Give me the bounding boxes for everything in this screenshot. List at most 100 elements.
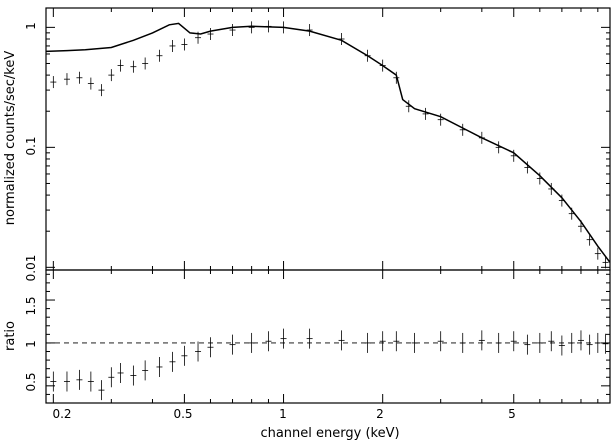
ratio-data-point [459,332,466,353]
top-data-point [63,73,70,86]
top-data-point [229,24,236,37]
top-data-point [195,31,202,44]
bottom-y-tick-label-1.5: 1.5 [24,296,38,315]
top-data-point [280,21,287,34]
top-data-point [248,21,255,34]
ratio-data-point [280,328,287,349]
top-data-point [76,71,83,84]
ratio-data-point [181,345,188,366]
ratio-data-point [558,335,565,356]
top-data-point [459,123,466,136]
top-y-axis-label: normalized counts/sec/keV [3,51,18,226]
top-data-point [437,113,444,126]
ratio-data-point [169,351,176,372]
top-y-tick-label-0.1: 0.1 [24,136,38,155]
top-data-point [156,49,163,62]
x-tick-label-5: 5 [508,407,516,421]
ratio-data-point [536,332,543,353]
ratio-data-point [98,380,105,401]
model-line [45,22,611,263]
bottom-y-axis-label: ratio [3,321,18,351]
top-data-point [117,59,124,72]
top-data-point [568,207,575,220]
ratio-data-point [156,356,163,377]
top-data-point [594,247,601,260]
bottom-plot-frame [45,269,611,404]
top-data-point [338,32,345,45]
bottom-panel: ratio 0.5 1 1.5 0.2 0.5 1 2 5 channel en… [3,269,611,441]
top-data-point [87,77,94,90]
top-data-point [181,38,188,51]
ratio-data-point [594,332,601,353]
top-data-point [602,256,609,269]
ratio-data-point [195,341,202,362]
top-y-tick-label-0.01: 0.01 [24,255,38,282]
ratio-data-point [87,371,94,392]
bottom-y-tick-label-1: 1 [24,340,38,348]
ratio-data-point [248,332,255,353]
ratio-data-point [411,332,418,353]
top-data-point [364,49,371,62]
ratio-data-point [602,333,609,354]
top-data-point [207,28,214,41]
top-data-point [558,194,565,207]
top-data-point [510,149,517,162]
x-tick-label-2: 2 [376,407,384,421]
top-data-point [577,220,584,233]
ratio-data-point [364,332,371,353]
ratio-data-point [229,334,236,355]
bottom-data-points [50,328,609,401]
top-data-point [536,172,543,185]
ratio-data-point [568,332,575,353]
top-y-tick-label-1: 1 [24,22,38,30]
ratio-data-point [393,331,400,352]
ratio-data-point [76,369,83,390]
top-data-point [169,39,176,52]
top-data-point [108,69,115,82]
top-axis-ticks [46,8,610,270]
ratio-data-point [586,334,593,355]
top-data-point [548,182,555,195]
ratio-data-point [548,331,555,352]
top-data-point [405,100,412,113]
ratio-data-point [524,334,531,355]
top-data-point [495,141,502,154]
ratio-data-point [142,360,149,381]
top-data-point [586,233,593,246]
ratio-data-point [379,331,386,352]
ratio-data-point [265,331,272,352]
ratio-data-point [306,328,313,349]
x-tick-label-0.5: 0.5 [173,407,192,421]
top-data-point [98,84,105,97]
top-data-point [524,161,531,174]
top-data-point [142,57,149,70]
top-data-point [50,76,57,89]
ratio-data-point [63,371,70,392]
top-data-point [130,60,137,73]
top-data-point [422,107,429,120]
ratio-data-point [510,331,517,352]
ratio-data-point [117,362,124,383]
x-tick-label-0.2: 0.2 [52,407,71,421]
ratio-data-point [50,371,57,392]
top-data-point [306,24,313,37]
top-data-point [478,131,485,144]
ratio-data-point [478,330,485,351]
top-data-point [265,20,272,33]
top-data-point [379,59,386,72]
ratio-data-point [495,332,502,353]
bottom-y-tick-label-0.5: 0.5 [24,372,38,391]
ratio-data-point [130,365,137,386]
ratio-data-point [338,330,345,351]
top-data-points [50,20,609,269]
x-tick-label-1: 1 [279,407,287,421]
ratio-data-point [577,330,584,351]
top-model-curve [45,22,611,263]
ratio-data-point [108,367,115,388]
ratio-data-point [437,331,444,352]
x-axis-label: channel energy (keV) [260,426,399,441]
top-data-point [393,71,400,84]
ratio-data-point [207,337,214,358]
